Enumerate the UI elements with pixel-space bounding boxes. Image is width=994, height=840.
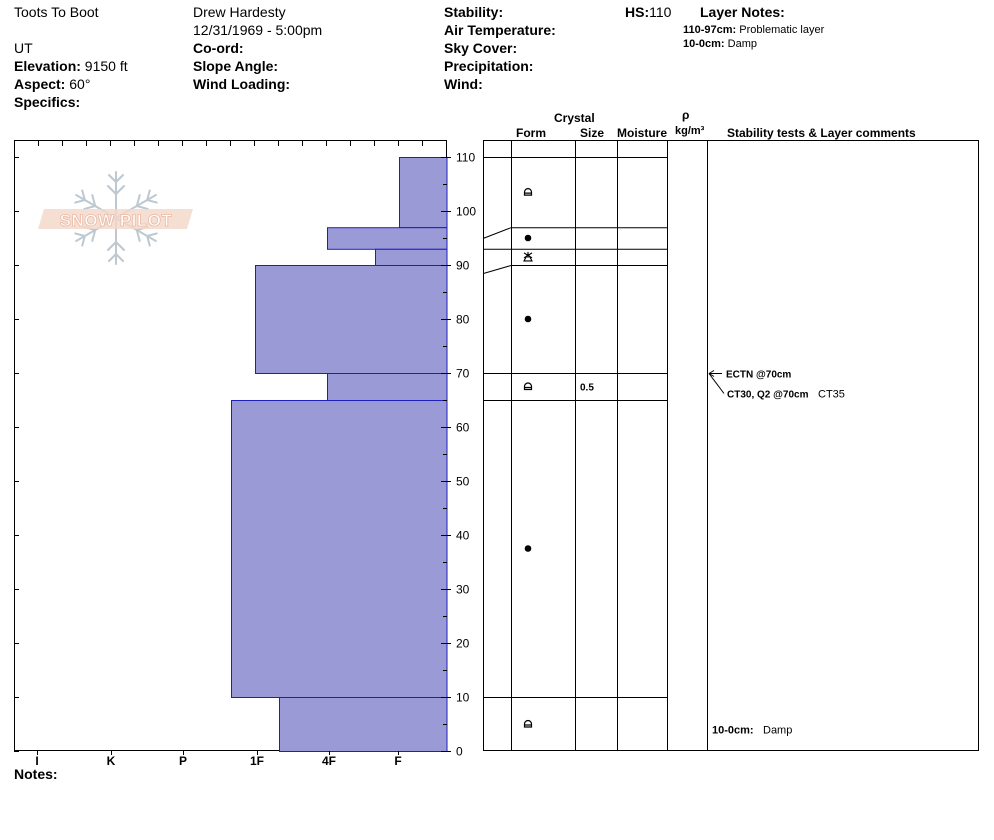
layer-connector-line	[482, 265, 512, 275]
elevation-value: 9150 ft	[84, 58, 128, 74]
y-tick-label: 50	[456, 475, 470, 489]
sky-cover-label: Sky Cover:	[444, 40, 518, 56]
hs-label: HS:	[625, 4, 650, 20]
y-tick-label: 10	[456, 691, 470, 705]
y-tick-label: 40	[456, 529, 470, 543]
y-tick-label: 0	[456, 745, 463, 759]
layer-comment-text: Damp	[763, 724, 792, 736]
slope-angle-label: Slope Angle:	[193, 58, 279, 74]
coord-label: Co-ord:	[193, 40, 244, 56]
stability-test-extra: CT35	[818, 389, 845, 401]
layer-comment-range: 10-0cm:	[712, 724, 754, 736]
stability-column-header: Stability tests & Layer comments	[727, 126, 916, 140]
hardness-bar	[327, 227, 448, 250]
location-name: Toots To Boot	[14, 4, 99, 20]
x-tick-label: K	[107, 754, 116, 768]
snow-pilot-logo: SNOW PILOT	[38, 171, 193, 265]
layer-note-1: 110-97cm: Problematic layer	[683, 23, 824, 37]
column-dividers	[511, 140, 708, 751]
stability-test-label: ECTN @70cm	[726, 370, 791, 381]
layer-note-range: 10-0cm:	[683, 38, 725, 50]
elevation: Elevation: 9150 ft	[14, 58, 128, 74]
x-tick-label: F	[394, 754, 401, 768]
precipitation-label: Precipitation:	[444, 58, 534, 74]
round-grain-icon	[524, 234, 532, 242]
layer-notes-label: Layer Notes:	[700, 4, 785, 20]
state: UT	[14, 40, 33, 56]
notes-label: Notes:	[14, 766, 58, 782]
air-temperature-label: Air Temperature:	[444, 22, 556, 38]
observer-name: Drew Hardesty	[193, 4, 286, 20]
y-tick-label: 70	[456, 367, 470, 381]
density-rho-header: ρ	[682, 108, 690, 122]
hs-value: 110	[649, 4, 672, 20]
round-grain-icon	[524, 315, 532, 323]
x-tick-label: 4F	[322, 754, 336, 768]
y-tick-label: 30	[456, 583, 470, 597]
crystal-column-header: Crystal	[554, 111, 595, 125]
logo-text: SNOW PILOT	[60, 211, 173, 230]
y-tick-label: 90	[456, 259, 470, 273]
stability-label: Stability:	[444, 4, 504, 20]
hardness-bars	[231, 157, 448, 752]
round-grain-icon	[524, 545, 532, 552]
aspect-label: Aspect:	[14, 76, 66, 92]
elevation-label: Elevation:	[14, 58, 81, 74]
wind-label: Wind:	[444, 76, 483, 92]
y-tick-label: 100	[456, 205, 476, 219]
hardness-bar	[399, 157, 448, 229]
hardness-bar	[375, 248, 448, 267]
form-column-header: Form	[516, 126, 546, 140]
y-tick-label: 80	[456, 313, 470, 327]
y-tick-label: 20	[456, 637, 470, 651]
hardness-bar	[327, 373, 448, 401]
hardness-bar	[231, 400, 448, 698]
stability-test-label: CT30, Q2 @70cm	[727, 390, 809, 401]
y-tick-label: 60	[456, 421, 470, 435]
observation-datetime: 12/31/1969 - 5:00pm	[193, 22, 323, 38]
melt-form-icon	[523, 188, 533, 196]
melt-form-icon	[523, 382, 533, 391]
moisture-column-header: Moisture	[617, 126, 668, 140]
crystal-size-value: 0.5	[580, 383, 594, 394]
layer-note-text: Problematic layer	[739, 24, 825, 36]
hardness-bar	[255, 265, 448, 374]
aspect: Aspect: 60°	[14, 76, 90, 92]
hardness-bar	[279, 697, 448, 752]
aspect-value: 60°	[69, 76, 91, 92]
arrow-icon	[708, 370, 715, 377]
y-tick-label: 110	[456, 151, 475, 165]
surface-hoar-icon	[523, 251, 533, 262]
specifics-label: Specifics:	[14, 94, 81, 110]
density-unit-header: kg/m³	[675, 125, 705, 137]
layer-connector-line	[482, 227, 512, 239]
wind-loading-label: Wind Loading:	[193, 76, 291, 92]
x-tick-label: P	[179, 754, 187, 768]
layer-note-text: Damp	[727, 38, 757, 50]
hs: HS:110	[625, 4, 671, 20]
x-tick-label: I	[35, 754, 38, 768]
layer-note-range: 110-97cm:	[683, 24, 737, 36]
size-column-header: Size	[580, 126, 605, 140]
x-tick-label: 1F	[250, 754, 264, 768]
layer-note-2: 10-0cm: Damp	[683, 37, 757, 51]
stability-pointer	[708, 373, 725, 394]
melt-form-icon	[523, 719, 533, 728]
layer-table-panel	[483, 140, 979, 751]
